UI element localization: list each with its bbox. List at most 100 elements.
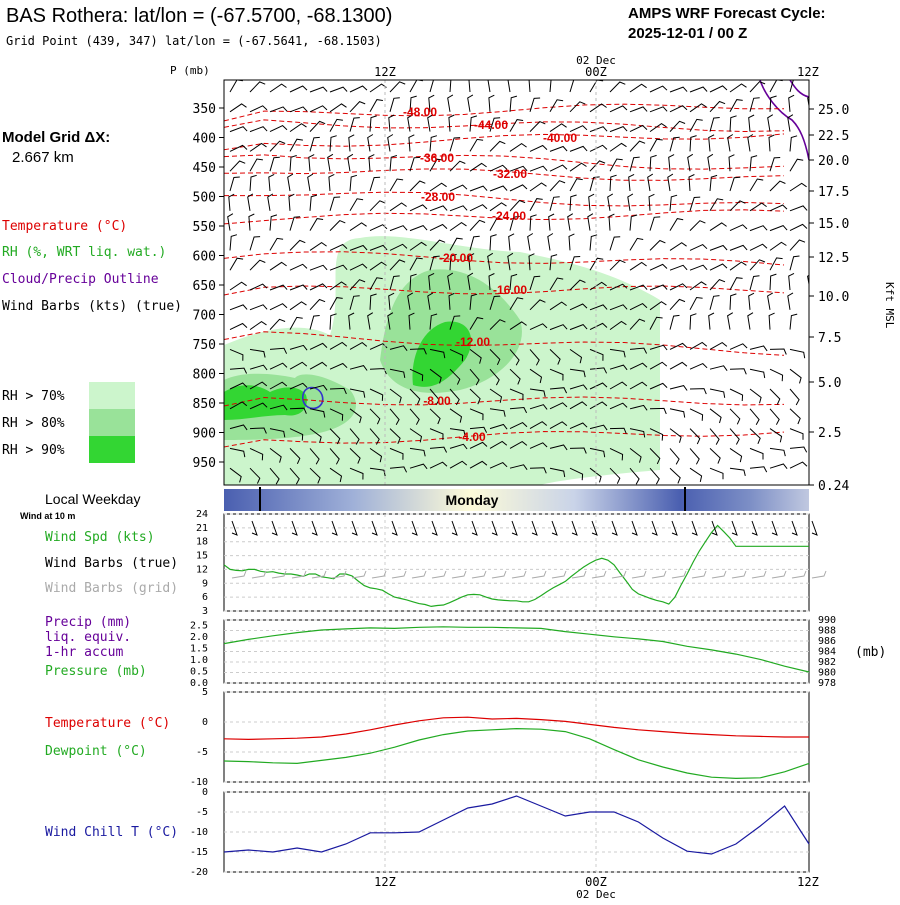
wind-barb xyxy=(689,244,708,251)
wind-barb xyxy=(689,363,708,370)
wind-barb xyxy=(429,239,446,251)
wind-barb xyxy=(329,103,347,113)
wind-barb xyxy=(488,94,495,112)
wind-barb xyxy=(449,368,461,385)
wind-barb xyxy=(609,236,621,251)
wind-barb xyxy=(589,126,608,133)
wind-barb xyxy=(569,348,583,364)
panel-tick-label: 978 xyxy=(818,678,836,689)
wind-barb xyxy=(769,157,781,172)
wind-barb xyxy=(587,213,594,231)
wind-barb xyxy=(469,293,478,310)
wind-barb xyxy=(269,237,284,251)
kft-tick-label: 10.0 xyxy=(818,290,849,305)
wind-barb xyxy=(329,362,348,370)
wind-barb xyxy=(289,361,308,370)
wind-barb xyxy=(348,134,355,152)
kft-tick-label: 22.5 xyxy=(818,129,849,144)
wind-barb xyxy=(549,324,568,331)
wind-barb xyxy=(609,126,628,133)
wind-barb xyxy=(469,115,478,132)
wind-barb xyxy=(509,349,520,366)
wind-barb xyxy=(447,272,454,291)
wind-barb xyxy=(769,447,786,457)
wind-barb-true xyxy=(671,520,678,536)
wind-barb xyxy=(469,388,481,405)
wind-barb xyxy=(369,99,383,113)
cloud-legend-label: Cloud/Precip Outline xyxy=(2,272,159,287)
isotherm-line xyxy=(224,119,785,133)
wind-barb xyxy=(387,312,394,330)
wind-barb-grid xyxy=(551,570,567,579)
wind-barb xyxy=(609,320,627,331)
wind-barb xyxy=(749,428,761,444)
isotherm-labels: -48.00 -44.00 -40.00 -36.00 -32.00 -28.00 -24.… xyxy=(403,105,577,444)
upper-panel-frame xyxy=(223,79,810,486)
rh70-label: RH > 70% xyxy=(2,389,65,404)
wind-barb-grid xyxy=(331,570,347,579)
wind-barb xyxy=(588,193,595,211)
wind-barb xyxy=(369,115,377,132)
wind-barb xyxy=(349,467,364,480)
wind-barb xyxy=(709,341,728,350)
isotherm-label: -48.00 xyxy=(403,105,437,119)
wind-barb-true xyxy=(431,520,438,536)
panel-tick-label: 9 xyxy=(202,578,208,589)
wind-barb xyxy=(509,368,521,385)
wind-barb xyxy=(649,138,663,152)
wind-barbs-true-label: Wind Barbs (true) xyxy=(45,556,178,571)
wind-barb xyxy=(768,134,775,152)
wind-barb xyxy=(229,176,240,192)
wind-barb xyxy=(249,381,268,390)
wind-barb-grid xyxy=(531,570,547,579)
wind-barb xyxy=(269,106,288,113)
wind-barb xyxy=(449,221,467,232)
isotherm-line xyxy=(224,331,785,356)
top-tick-00z: 00Z xyxy=(585,65,607,79)
wind-barb xyxy=(349,198,364,212)
wind-barb xyxy=(389,368,406,378)
wind-barb xyxy=(569,422,588,430)
wind-barb xyxy=(229,424,248,431)
rh80-label: RH > 80% xyxy=(2,416,65,431)
panel-tick-label: -10 xyxy=(190,777,208,788)
kft-tick-label: 15.0 xyxy=(818,217,849,232)
wind-barb xyxy=(369,343,388,350)
wind-barb xyxy=(309,298,326,311)
wind-barb xyxy=(309,241,327,251)
wind-barb xyxy=(629,284,648,291)
wind-barb xyxy=(729,83,747,93)
wind-barb xyxy=(309,428,322,443)
windchill-line xyxy=(223,795,810,855)
wind-barb xyxy=(629,404,648,411)
wind-barb xyxy=(689,103,707,113)
wind-barb xyxy=(489,202,507,212)
wind-barb-grid xyxy=(391,570,407,579)
wind-barb xyxy=(449,184,468,192)
wind-barb xyxy=(609,283,628,291)
wind-barb xyxy=(628,173,635,192)
wind-barb xyxy=(289,138,303,152)
rh90-region-mid xyxy=(412,321,472,387)
wind-barb xyxy=(589,304,608,311)
wind-barb xyxy=(549,402,568,410)
wind-barb-grid xyxy=(431,570,447,579)
wind-barb xyxy=(649,344,668,351)
wind-barb xyxy=(789,182,807,192)
wind-barb xyxy=(529,275,541,291)
wind-barb xyxy=(689,196,701,211)
windchill-panel-label: Wind Chill T (°C) xyxy=(45,825,178,840)
wind-barb xyxy=(348,312,355,330)
bottom-tick-12z-a: 12Z xyxy=(374,875,396,889)
wind-barb xyxy=(529,467,547,474)
wind-barb xyxy=(289,301,307,311)
wind-barb xyxy=(309,218,324,231)
cloud-outline-low xyxy=(301,386,324,410)
wind-barb xyxy=(229,144,248,152)
wind-barb xyxy=(229,234,238,251)
wind-barb xyxy=(327,153,334,172)
wind-barb xyxy=(349,279,366,291)
wind-barb xyxy=(629,140,646,152)
wind-barb xyxy=(229,382,248,390)
wind-barb xyxy=(747,134,754,152)
